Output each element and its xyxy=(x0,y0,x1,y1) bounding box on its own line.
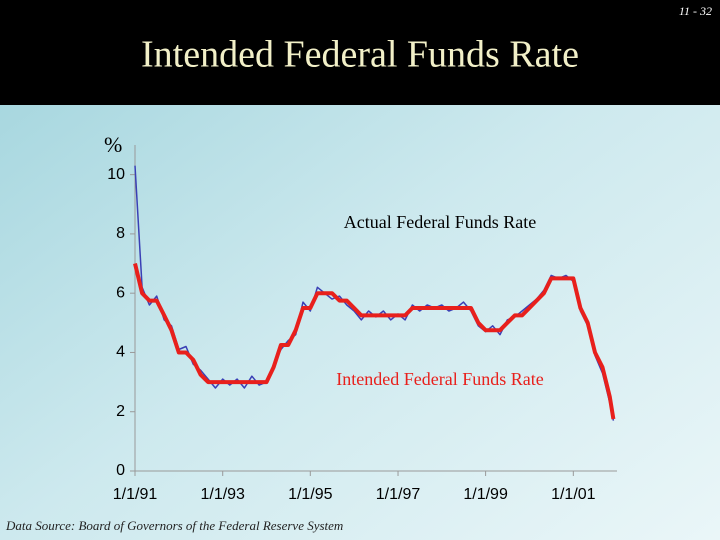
y-tick-label: 0 xyxy=(116,462,125,479)
x-tick-label: 1/1/99 xyxy=(463,486,508,503)
x-tick-label: 1/1/01 xyxy=(551,486,596,503)
y-tick-label: 4 xyxy=(116,344,125,361)
x-tick-label: 1/1/97 xyxy=(376,486,421,503)
y-axis-label: % xyxy=(104,132,122,157)
x-tick-label: 1/1/95 xyxy=(288,486,333,503)
x-tick-label: 1/1/91 xyxy=(113,486,158,503)
source-note: Data Source: Board of Governors of the F… xyxy=(5,518,343,533)
y-tick-label: 2 xyxy=(116,403,125,420)
y-tick-label: 8 xyxy=(116,225,125,242)
header xyxy=(0,0,720,105)
y-tick-label: 10 xyxy=(107,166,125,183)
x-tick-label: 1/1/93 xyxy=(200,486,245,503)
y-tick-label: 6 xyxy=(116,284,125,301)
page-number: 11 - 32 xyxy=(679,4,712,18)
annotation: Intended Federal Funds Rate xyxy=(336,369,543,389)
chart-title: Intended Federal Funds Rate xyxy=(141,34,579,76)
data-line xyxy=(133,263,616,420)
plot: 0 2 4 6 8 10 1/1/91 1/1/93 1/1/95 1/1/97 1/1/99 1/1… xyxy=(107,145,617,503)
annotation: Actual Federal Funds Rate xyxy=(344,212,536,232)
